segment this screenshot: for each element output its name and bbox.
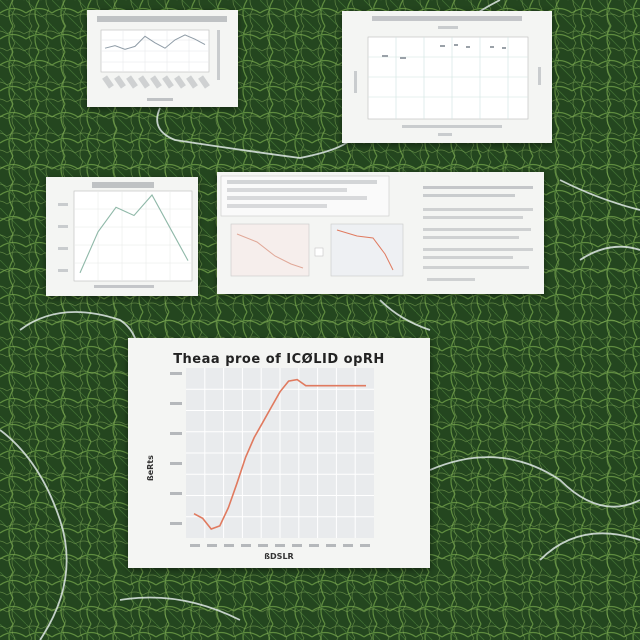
main-chart-y-tick: [170, 522, 182, 525]
main-chart-y-tick: [170, 432, 182, 435]
card-mid-center-page: [220, 175, 533, 281]
main-chart-x-tick: [258, 544, 268, 547]
thumbnail-chart-right: [330, 223, 404, 277]
card-top-left-x-tick: [102, 75, 114, 89]
card-top-left-x-tick: [198, 75, 210, 89]
scatter-point: [454, 44, 458, 46]
main-chart-x-tick: [326, 544, 336, 547]
card-top-left-x-tick: [126, 75, 138, 89]
main-chart-y-tick: [170, 372, 182, 375]
main-chart-x-tick: [224, 544, 234, 547]
main-chart-x-tick: [241, 544, 251, 547]
main-chart-series-line: [193, 378, 366, 530]
card-top-left-x-tick: [150, 75, 162, 89]
main-chart-x-tick: [292, 544, 302, 547]
scatter-point: [502, 47, 506, 49]
main-chart-y-tick: [170, 402, 182, 405]
card-top-right-chart: [354, 16, 541, 136]
card-top-left-x-tick: [186, 75, 198, 89]
scatter-point: [382, 55, 388, 57]
main-chart-x-tick: [190, 544, 200, 547]
main-chart-x-tick: [309, 544, 319, 547]
card-top-right: [342, 11, 552, 143]
card-mid-left-chart: [58, 182, 193, 288]
card-top-left-x-tick: [174, 75, 186, 89]
card-mid-center: [217, 172, 544, 294]
main-chart: [170, 368, 374, 547]
card-top-left: [87, 10, 238, 107]
thumbnail-chart-left: [230, 223, 310, 277]
card-top-left-series-line: [104, 34, 206, 50]
main-chart-y-tick: [170, 462, 182, 465]
card-top-left-x-tick: [114, 75, 126, 89]
card-mid-left: [46, 177, 198, 296]
main-chart-x-tick: [275, 544, 285, 547]
main-chart-x-tick: [207, 544, 217, 547]
scatter-point: [440, 45, 445, 47]
scatter-point: [490, 46, 494, 48]
main-chart-xlabel: ßDSLR: [264, 552, 294, 561]
card-top-left-x-tick: [162, 75, 174, 89]
main-chart-title: Theaa proe of ICØLID opRH: [173, 352, 385, 367]
scatter-point: [466, 46, 470, 48]
card-top-left-x-tick: [138, 75, 150, 89]
card-top-left-chart: [97, 16, 227, 101]
card-mid-left-series-line: [79, 194, 189, 274]
main-chart-y-tick: [170, 492, 182, 495]
main-chart-x-tick: [360, 544, 370, 547]
card-bottom-main: Theaa proe of ICØLID opRH ßeRts ßDSLR: [128, 338, 430, 568]
main-chart-x-tick: [343, 544, 353, 547]
scatter-point: [400, 57, 406, 59]
main-chart-ylabel: ßeRts: [146, 455, 155, 481]
